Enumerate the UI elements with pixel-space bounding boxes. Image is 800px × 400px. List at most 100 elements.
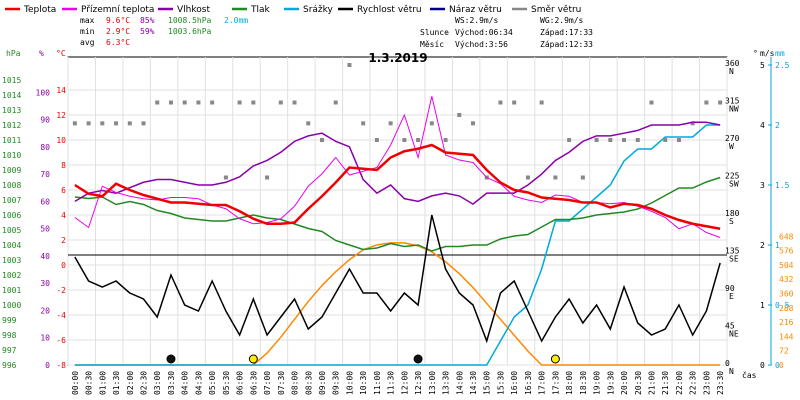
x-tick: 07:30 — [277, 371, 286, 395]
x-tick: 14:30 — [469, 371, 478, 395]
series-line-Tlak — [74, 176, 721, 252]
x-tick: 08:30 — [304, 371, 313, 395]
x-tick: 13:30 — [442, 371, 451, 395]
direction-tick-compass: W — [729, 142, 734, 151]
solar-tick: 360 — [779, 290, 794, 299]
direction-point — [100, 121, 105, 126]
direction-point — [223, 175, 228, 180]
pressure-tick: 996 — [2, 361, 17, 370]
x-tick: 19:30 — [606, 371, 615, 395]
stats-sun-label: Slunce — [420, 28, 449, 37]
direction-point — [471, 121, 476, 126]
direction-point — [443, 138, 448, 142]
sunrise-marker — [248, 354, 258, 364]
wind-tick: 0 — [760, 361, 765, 370]
x-tick: 21:00 — [647, 371, 656, 395]
x-tick: 11:00 — [373, 371, 382, 395]
pressure-tick: 1001 — [2, 286, 21, 295]
direction-tick-compass: SW — [729, 180, 739, 189]
series-line-rain — [74, 124, 721, 366]
x-tick: 01:00 — [98, 371, 107, 395]
direction-point — [127, 121, 132, 126]
direction-point — [251, 100, 256, 105]
series-line-Rychlost větru — [74, 214, 721, 344]
direction-tick: 45 — [725, 322, 735, 331]
direction-tick: 360 — [725, 59, 740, 68]
direction-point — [265, 175, 270, 180]
stats-temp: 6.3°C — [106, 38, 130, 47]
direction-point — [416, 138, 421, 142]
direction-point — [704, 100, 709, 105]
x-tick: 23:30 — [716, 371, 725, 395]
direction-axis-label: ° — [753, 49, 758, 58]
direction-tick-compass: SE — [729, 255, 739, 264]
direction-point — [237, 100, 242, 105]
legend-label: Vlhkost — [177, 5, 210, 15]
temperature-tick: 14 — [56, 86, 66, 95]
x-tick: 09:30 — [332, 371, 341, 395]
series-line-Vlhkost — [74, 121, 721, 206]
direction-point — [196, 100, 201, 105]
stats-moon-label: Měsíc — [420, 40, 444, 49]
legend-label: Směr větru — [531, 5, 581, 15]
direction-point — [374, 138, 379, 142]
stats-sunrise: Východ:06:34 — [455, 28, 513, 37]
direction-tick-compass: NW — [729, 105, 739, 114]
temperature-tick: 10 — [56, 136, 66, 145]
direction-tick-compass: E — [729, 292, 734, 301]
direction-point — [429, 121, 434, 126]
x-tick: 04:00 — [181, 371, 190, 395]
moonrise-marker — [166, 354, 176, 364]
x-tick: 22:00 — [675, 371, 684, 395]
direction-tick: 0 — [725, 359, 730, 368]
pressure-tick: 1013 — [2, 106, 21, 115]
chart-title: 1.3.2019 — [368, 51, 427, 65]
rain-axis-label: mm — [775, 49, 785, 58]
humidity-tick: 0 — [45, 361, 50, 370]
temperature-tick: 12 — [56, 111, 66, 120]
direction-point — [278, 100, 283, 105]
direction-point — [86, 121, 91, 126]
x-tick: 01:30 — [112, 371, 121, 395]
legend: Teplota Přízemní teplota Vlhkost Tlak Srážky… — [5, 5, 581, 15]
pressure-tick: 1003 — [2, 256, 21, 265]
sunset-marker — [550, 354, 560, 364]
rain-tick: 1 — [775, 241, 780, 250]
direction-point — [155, 100, 160, 105]
solar-tick: 504 — [779, 261, 794, 270]
temperature-tick: 8 — [61, 161, 66, 170]
temperature-tick: -2 — [56, 286, 66, 295]
solar-tick: 288 — [779, 304, 794, 313]
wind-tick: 5 — [760, 61, 765, 70]
x-tick: 08:00 — [291, 371, 300, 395]
legend-label: Přízemní teplota — [81, 5, 154, 15]
rain-tick: 1.5 — [775, 181, 790, 190]
humidity-tick: 30 — [40, 279, 50, 288]
direction-point — [306, 121, 311, 126]
x-tick: 17:30 — [551, 371, 560, 395]
pressure-tick: 1005 — [2, 226, 21, 235]
humidity-tick: 20 — [40, 306, 50, 315]
direction-point — [567, 138, 572, 142]
x-tick: 09:00 — [318, 371, 327, 395]
direction-point — [361, 121, 366, 126]
x-tick: 15:00 — [483, 371, 492, 395]
x-tick: 12:30 — [414, 371, 423, 395]
direction-tick-compass: NE — [729, 330, 739, 339]
x-tick: 11:30 — [387, 371, 396, 395]
direction-point — [168, 100, 173, 105]
direction-point — [333, 100, 338, 105]
direction-tick: 135 — [725, 247, 740, 256]
stats-moonset: Západ:12:33 — [540, 40, 593, 49]
stats-label: max — [80, 16, 95, 25]
direction-point — [72, 121, 77, 126]
direction-point — [622, 138, 627, 142]
wind-tick: 3 — [760, 181, 765, 190]
stats-temp: 2.9°C — [106, 27, 130, 36]
x-tick: 16:30 — [524, 371, 533, 395]
direction-point — [580, 175, 585, 180]
legend-label: Srážky — [303, 5, 334, 15]
x-tick: 21:30 — [661, 371, 670, 395]
